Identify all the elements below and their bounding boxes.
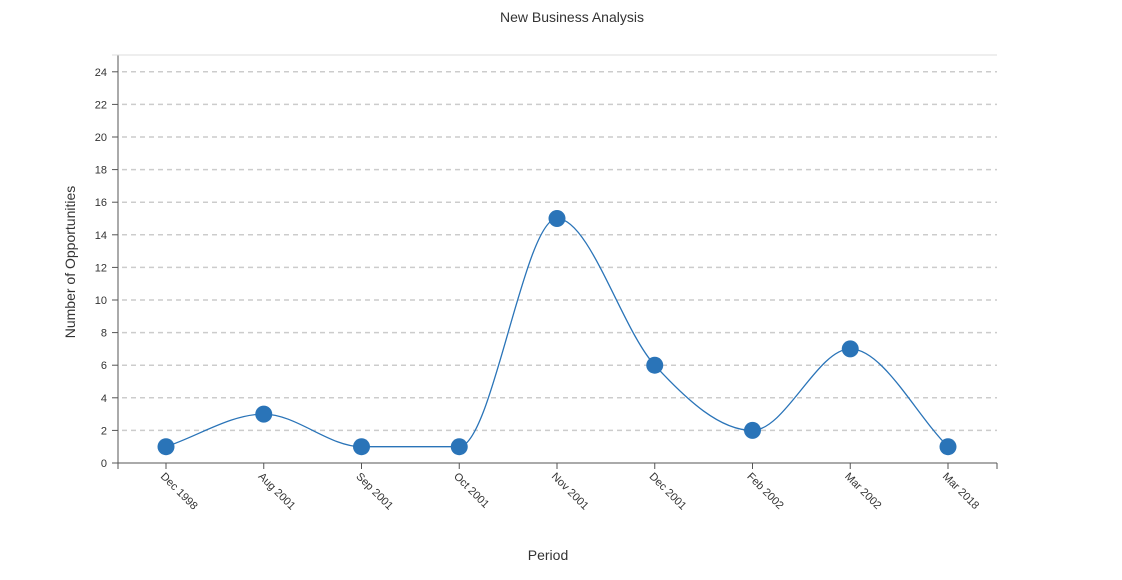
y-tick-label: 24 <box>95 67 107 79</box>
data-point[interactable] <box>450 438 468 456</box>
y-tick-label: 16 <box>95 197 107 209</box>
y-tick-label: 22 <box>95 99 107 111</box>
data-points <box>157 210 957 456</box>
x-tick-label: Oct 2001 <box>451 471 491 511</box>
y-tick-label: 20 <box>95 132 107 144</box>
x-tick-label: Feb 2002 <box>744 471 785 512</box>
data-point[interactable] <box>939 438 957 456</box>
x-axis-ticks: Dec 1998 Aug 2001 Sep 2001 Oct 2001 Nov 2001… <box>117 463 998 513</box>
y-tick-label: 8 <box>101 328 107 340</box>
data-point[interactable] <box>353 438 370 456</box>
data-point[interactable] <box>646 356 664 374</box>
x-tick-label: Dec 1998 <box>158 471 200 513</box>
y-tick-label: 2 <box>101 425 107 437</box>
y-tick-label: 4 <box>101 393 107 405</box>
y-tick-label: 12 <box>95 262 107 274</box>
x-tick-label: Aug 2001 <box>256 471 298 513</box>
data-point[interactable] <box>841 340 859 358</box>
data-point[interactable] <box>548 210 566 227</box>
y-tick-label: 0 <box>101 458 107 470</box>
y-tick-label: 10 <box>95 295 107 307</box>
x-tick-label: Sep 2001 <box>353 471 395 513</box>
y-tick-label: 14 <box>95 230 107 242</box>
y-tick-label: 18 <box>95 165 107 177</box>
x-tick-label: Nov 2001 <box>549 471 591 513</box>
x-tick-label: Mar 2002 <box>842 471 883 512</box>
grid-lines <box>122 71 997 432</box>
data-point[interactable] <box>157 438 175 456</box>
x-axis-label: Period <box>528 547 568 563</box>
chart-title: New Business Analysis <box>500 9 644 25</box>
data-point[interactable] <box>255 405 273 423</box>
y-tick-label: 6 <box>101 360 107 372</box>
x-tick-label: Mar 2018 <box>940 471 981 512</box>
data-point[interactable] <box>744 421 761 439</box>
y-axis-label: Number of Opportunities <box>62 186 78 339</box>
x-tick-label: Dec 2001 <box>647 471 689 513</box>
